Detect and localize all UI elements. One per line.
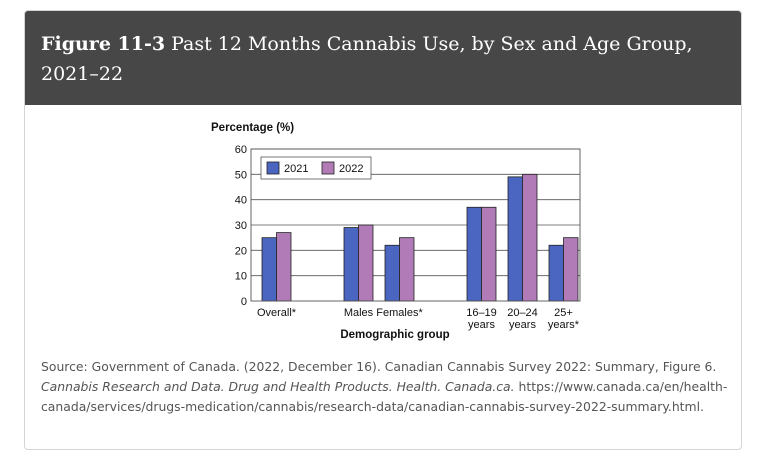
- legend-label: 2021: [284, 163, 308, 175]
- y-axis-title: Percentage (%): [211, 122, 294, 134]
- figure-label: Figure 11-3: [41, 33, 166, 55]
- x-tick-label: years*: [548, 319, 580, 331]
- bar: [481, 206, 497, 302]
- source-publication: Cannabis Research and Data. Drug and Hea…: [41, 379, 515, 394]
- legend-swatch: [266, 161, 280, 175]
- x-tick-label: Males: [344, 307, 374, 319]
- y-tick-label: 50: [235, 169, 247, 181]
- bar-chart: Percentage (%) Demographic group 0 10 20 30…: [211, 122, 581, 341]
- y-tick-label: 20: [235, 245, 247, 257]
- y-tick-label: 10: [235, 271, 247, 283]
- plot-frame: [250, 148, 581, 302]
- source-citation: Source: Government of Canada. (2022, Dec…: [41, 357, 731, 417]
- y-tick-label: 0: [241, 296, 247, 308]
- bar: [522, 173, 538, 302]
- y-tick-label: 60: [235, 144, 247, 156]
- x-tick-label: Females*: [376, 307, 423, 319]
- bar: [358, 224, 374, 302]
- legend: 2021 2022: [260, 156, 372, 180]
- source-url: https://www.canada.ca/en/health-canada/s…: [41, 379, 728, 414]
- x-axis-title: Demographic group: [340, 329, 449, 341]
- x-tick-label: years: [509, 319, 536, 331]
- bar: [276, 232, 292, 302]
- source-text: Source: Government of Canada. (2022, Dec…: [41, 359, 717, 374]
- x-tick-label: years: [468, 319, 495, 331]
- bar: [343, 227, 359, 302]
- bar: [261, 237, 277, 302]
- bar: [384, 244, 400, 302]
- figure-title: Past 12 Months Cannabis Use, by Sex and …: [41, 33, 693, 85]
- legend-box: [260, 156, 372, 180]
- y-tick-label: 40: [235, 195, 247, 207]
- figure-card: Figure 11-3 Past 12 Months Cannabis Use, …: [24, 10, 742, 450]
- x-tick-label: 25+: [554, 307, 573, 319]
- x-tick-label: Overall*: [257, 307, 297, 319]
- y-tick-label: 30: [235, 220, 247, 232]
- bar: [399, 237, 415, 302]
- bar: [563, 237, 579, 302]
- x-tick-label: 16–19: [466, 307, 497, 319]
- bar: [507, 176, 523, 302]
- bar: [466, 206, 482, 302]
- legend-swatch: [321, 161, 335, 175]
- legend-label: 2022: [339, 163, 363, 175]
- figure-header: Figure 11-3 Past 12 Months Cannabis Use, …: [25, 11, 741, 105]
- x-tick-label: 20–24: [507, 307, 538, 319]
- bar: [548, 244, 564, 302]
